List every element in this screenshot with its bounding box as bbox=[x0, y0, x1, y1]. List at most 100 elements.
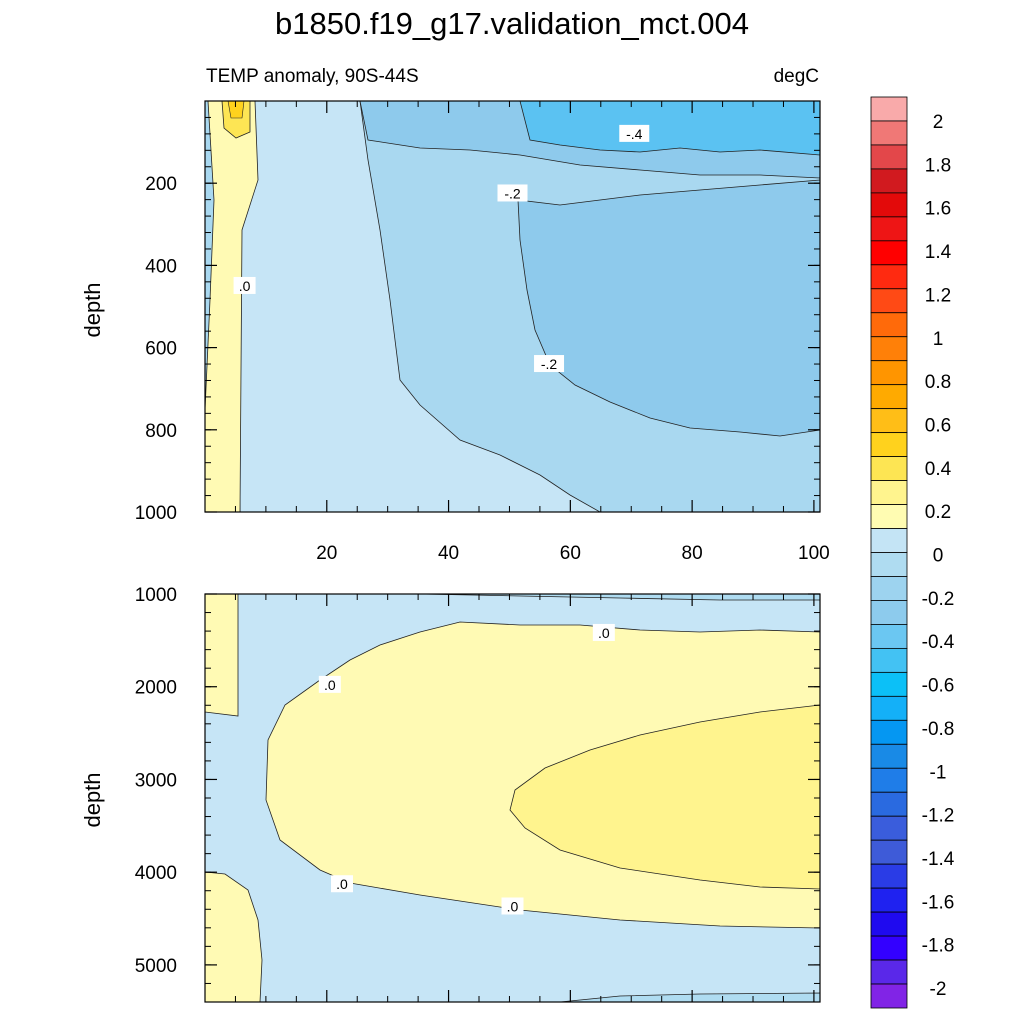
colorbar-tick-label: 2 bbox=[933, 112, 944, 133]
colorbar-swatch bbox=[870, 624, 908, 649]
colorbar-swatch bbox=[870, 528, 908, 553]
colorbar-swatch bbox=[870, 791, 908, 817]
upper-contour-label: -.2 bbox=[541, 356, 558, 372]
lower-contour-label: .0 bbox=[598, 625, 610, 641]
lower-fill-neg-bottom bbox=[559, 992, 820, 1002]
upper-fill-neg-deep bbox=[517, 179, 820, 437]
colorbar-tick-label: -1.6 bbox=[922, 892, 955, 913]
colorbar-swatch bbox=[870, 504, 908, 529]
upper-xtick-label: 20 bbox=[316, 543, 337, 564]
lower-contour-label-box bbox=[331, 875, 354, 893]
lower-contour-label: .0 bbox=[336, 876, 348, 892]
colorbar-tick-label: 0.6 bbox=[925, 415, 951, 436]
upper-contour-labels: -.4 -.2 -.2 .0 bbox=[233, 124, 650, 373]
upper-contour-label: .0 bbox=[239, 278, 251, 294]
subtitle-left: TEMP anomaly, 90S-44S bbox=[206, 66, 419, 87]
colorbar-tick-label: 0.8 bbox=[925, 372, 951, 393]
lower-fill-neg-top bbox=[419, 594, 820, 601]
colorbar-swatch bbox=[870, 456, 908, 481]
colorbar-swatch bbox=[870, 983, 908, 1009]
upper-ytick-label: 400 bbox=[145, 256, 177, 277]
colorbar-tick-label: 1.6 bbox=[925, 199, 951, 220]
lower-ytick-label: 5000 bbox=[135, 956, 177, 977]
colorbar-swatch bbox=[870, 959, 908, 985]
chart-title: b1850.f19_g17.validation_mct.004 bbox=[275, 6, 749, 41]
upper-contour-label-box bbox=[534, 355, 565, 373]
upper-fill-neg-light bbox=[239, 101, 601, 512]
colorbar-tick-label: -1.2 bbox=[922, 806, 955, 827]
colorbar-swatch bbox=[870, 695, 908, 721]
upper-fill-warm-peak bbox=[227, 101, 245, 119]
colorbar-swatch bbox=[870, 863, 908, 889]
lower-fill-warm-left-lower bbox=[205, 871, 263, 1002]
upper-xtick-label: 100 bbox=[798, 543, 830, 564]
lower-ytick-label: 1000 bbox=[135, 585, 177, 606]
upper-ylabel: depth bbox=[80, 282, 105, 337]
colorbar-tick-label: 0.4 bbox=[925, 459, 952, 480]
colorbar-tick-label: -0.4 bbox=[922, 632, 955, 653]
lower-contour-labels: .0 .0 .0 .0 bbox=[318, 623, 615, 915]
upper-contour-label-box bbox=[497, 184, 528, 202]
upper-ytick-label: 200 bbox=[145, 174, 177, 195]
lower-contour-label-box bbox=[592, 623, 615, 641]
colorbar-tick-label: -1 bbox=[930, 762, 947, 783]
colorbar-swatch bbox=[870, 767, 908, 793]
upper-axes: 200 400 600 800 1000 20 40 60 80 100 bbox=[135, 100, 830, 564]
colorbar-swatch bbox=[870, 480, 908, 505]
colorbar-swatch bbox=[870, 647, 908, 673]
colorbar-swatch bbox=[870, 216, 908, 242]
colorbar-labels: 2 1.8 1.6 1.4 1.2 1 0.8 0.6 0.4 0.2 0 -0.2 -0.4 -0.6 -… bbox=[922, 112, 955, 1000]
lower-contour-label-box bbox=[318, 675, 341, 693]
upper-contour-label-box bbox=[619, 124, 650, 142]
lower-contour-label-box bbox=[501, 897, 524, 915]
colorbar-swatch bbox=[870, 144, 908, 170]
colorbar-swatch bbox=[870, 408, 908, 434]
lower-ytick-label: 2000 bbox=[135, 678, 177, 699]
colorbar-swatch bbox=[870, 576, 908, 601]
colorbar-tick-label: -0.6 bbox=[922, 676, 955, 697]
subtitle-units: degC bbox=[774, 66, 819, 87]
colorbar-swatch bbox=[870, 288, 908, 314]
lower-contour-label: .0 bbox=[324, 677, 336, 693]
colorbar: 2 1.8 1.6 1.4 1.2 1 0.8 0.6 0.4 0.2 0 -0.2 -0.4 -0.6 -… bbox=[870, 96, 955, 1009]
colorbar-swatch bbox=[870, 719, 908, 745]
colorbar-swatch bbox=[870, 671, 908, 697]
colorbar-swatch bbox=[870, 312, 908, 338]
colorbar-swatch bbox=[870, 264, 908, 290]
upper-fill-warm-strip bbox=[205, 101, 259, 512]
colorbar-swatch bbox=[870, 815, 908, 841]
colorbar-tick-label: 1 bbox=[933, 329, 944, 350]
lower-fill-warm-core bbox=[509, 704, 820, 890]
colorbar-tick-label: 0 bbox=[933, 546, 944, 567]
lower-contour-field: .0 .0 .0 .0 bbox=[205, 594, 820, 1002]
colorbar-swatch bbox=[870, 96, 908, 122]
colorbar-swatch bbox=[870, 935, 908, 961]
colorbar-swatch bbox=[870, 384, 908, 410]
colorbar-swatch bbox=[870, 192, 908, 218]
upper-ytick-label: 1000 bbox=[135, 503, 177, 524]
colorbar-swatch bbox=[870, 887, 908, 913]
colorbar-tick-label: 1.4 bbox=[925, 242, 952, 263]
upper-contour-label: -.4 bbox=[626, 126, 643, 142]
colorbar-swatch bbox=[870, 911, 908, 937]
colorbar-tick-label: -1.8 bbox=[922, 936, 955, 957]
colorbar-swatch bbox=[870, 743, 908, 769]
upper-contour-label: -.2 bbox=[504, 185, 521, 201]
colorbar-swatch bbox=[870, 839, 908, 865]
upper-frame bbox=[204, 100, 821, 513]
lower-ytick-label: 3000 bbox=[135, 770, 177, 791]
upper-contour-label-box bbox=[233, 276, 256, 294]
colorbar-tick-label: 1.8 bbox=[925, 155, 951, 176]
upper-fill-surface-strong bbox=[519, 101, 820, 156]
colorbar-swatch bbox=[870, 600, 908, 625]
colorbar-swatch bbox=[870, 552, 908, 577]
colorbar-swatch bbox=[870, 432, 908, 458]
lower-axes: 1000 2000 3000 4000 5000 bbox=[135, 585, 820, 1003]
lower-fill-warm-left-upper bbox=[205, 594, 239, 717]
colorbar-tick-label: 1.2 bbox=[925, 285, 951, 306]
upper-ytick-label: 600 bbox=[145, 339, 177, 360]
colorbar-tick-label: -1.4 bbox=[922, 849, 955, 870]
upper-xtick-label: 80 bbox=[682, 543, 703, 564]
colorbar-swatch bbox=[870, 168, 908, 194]
